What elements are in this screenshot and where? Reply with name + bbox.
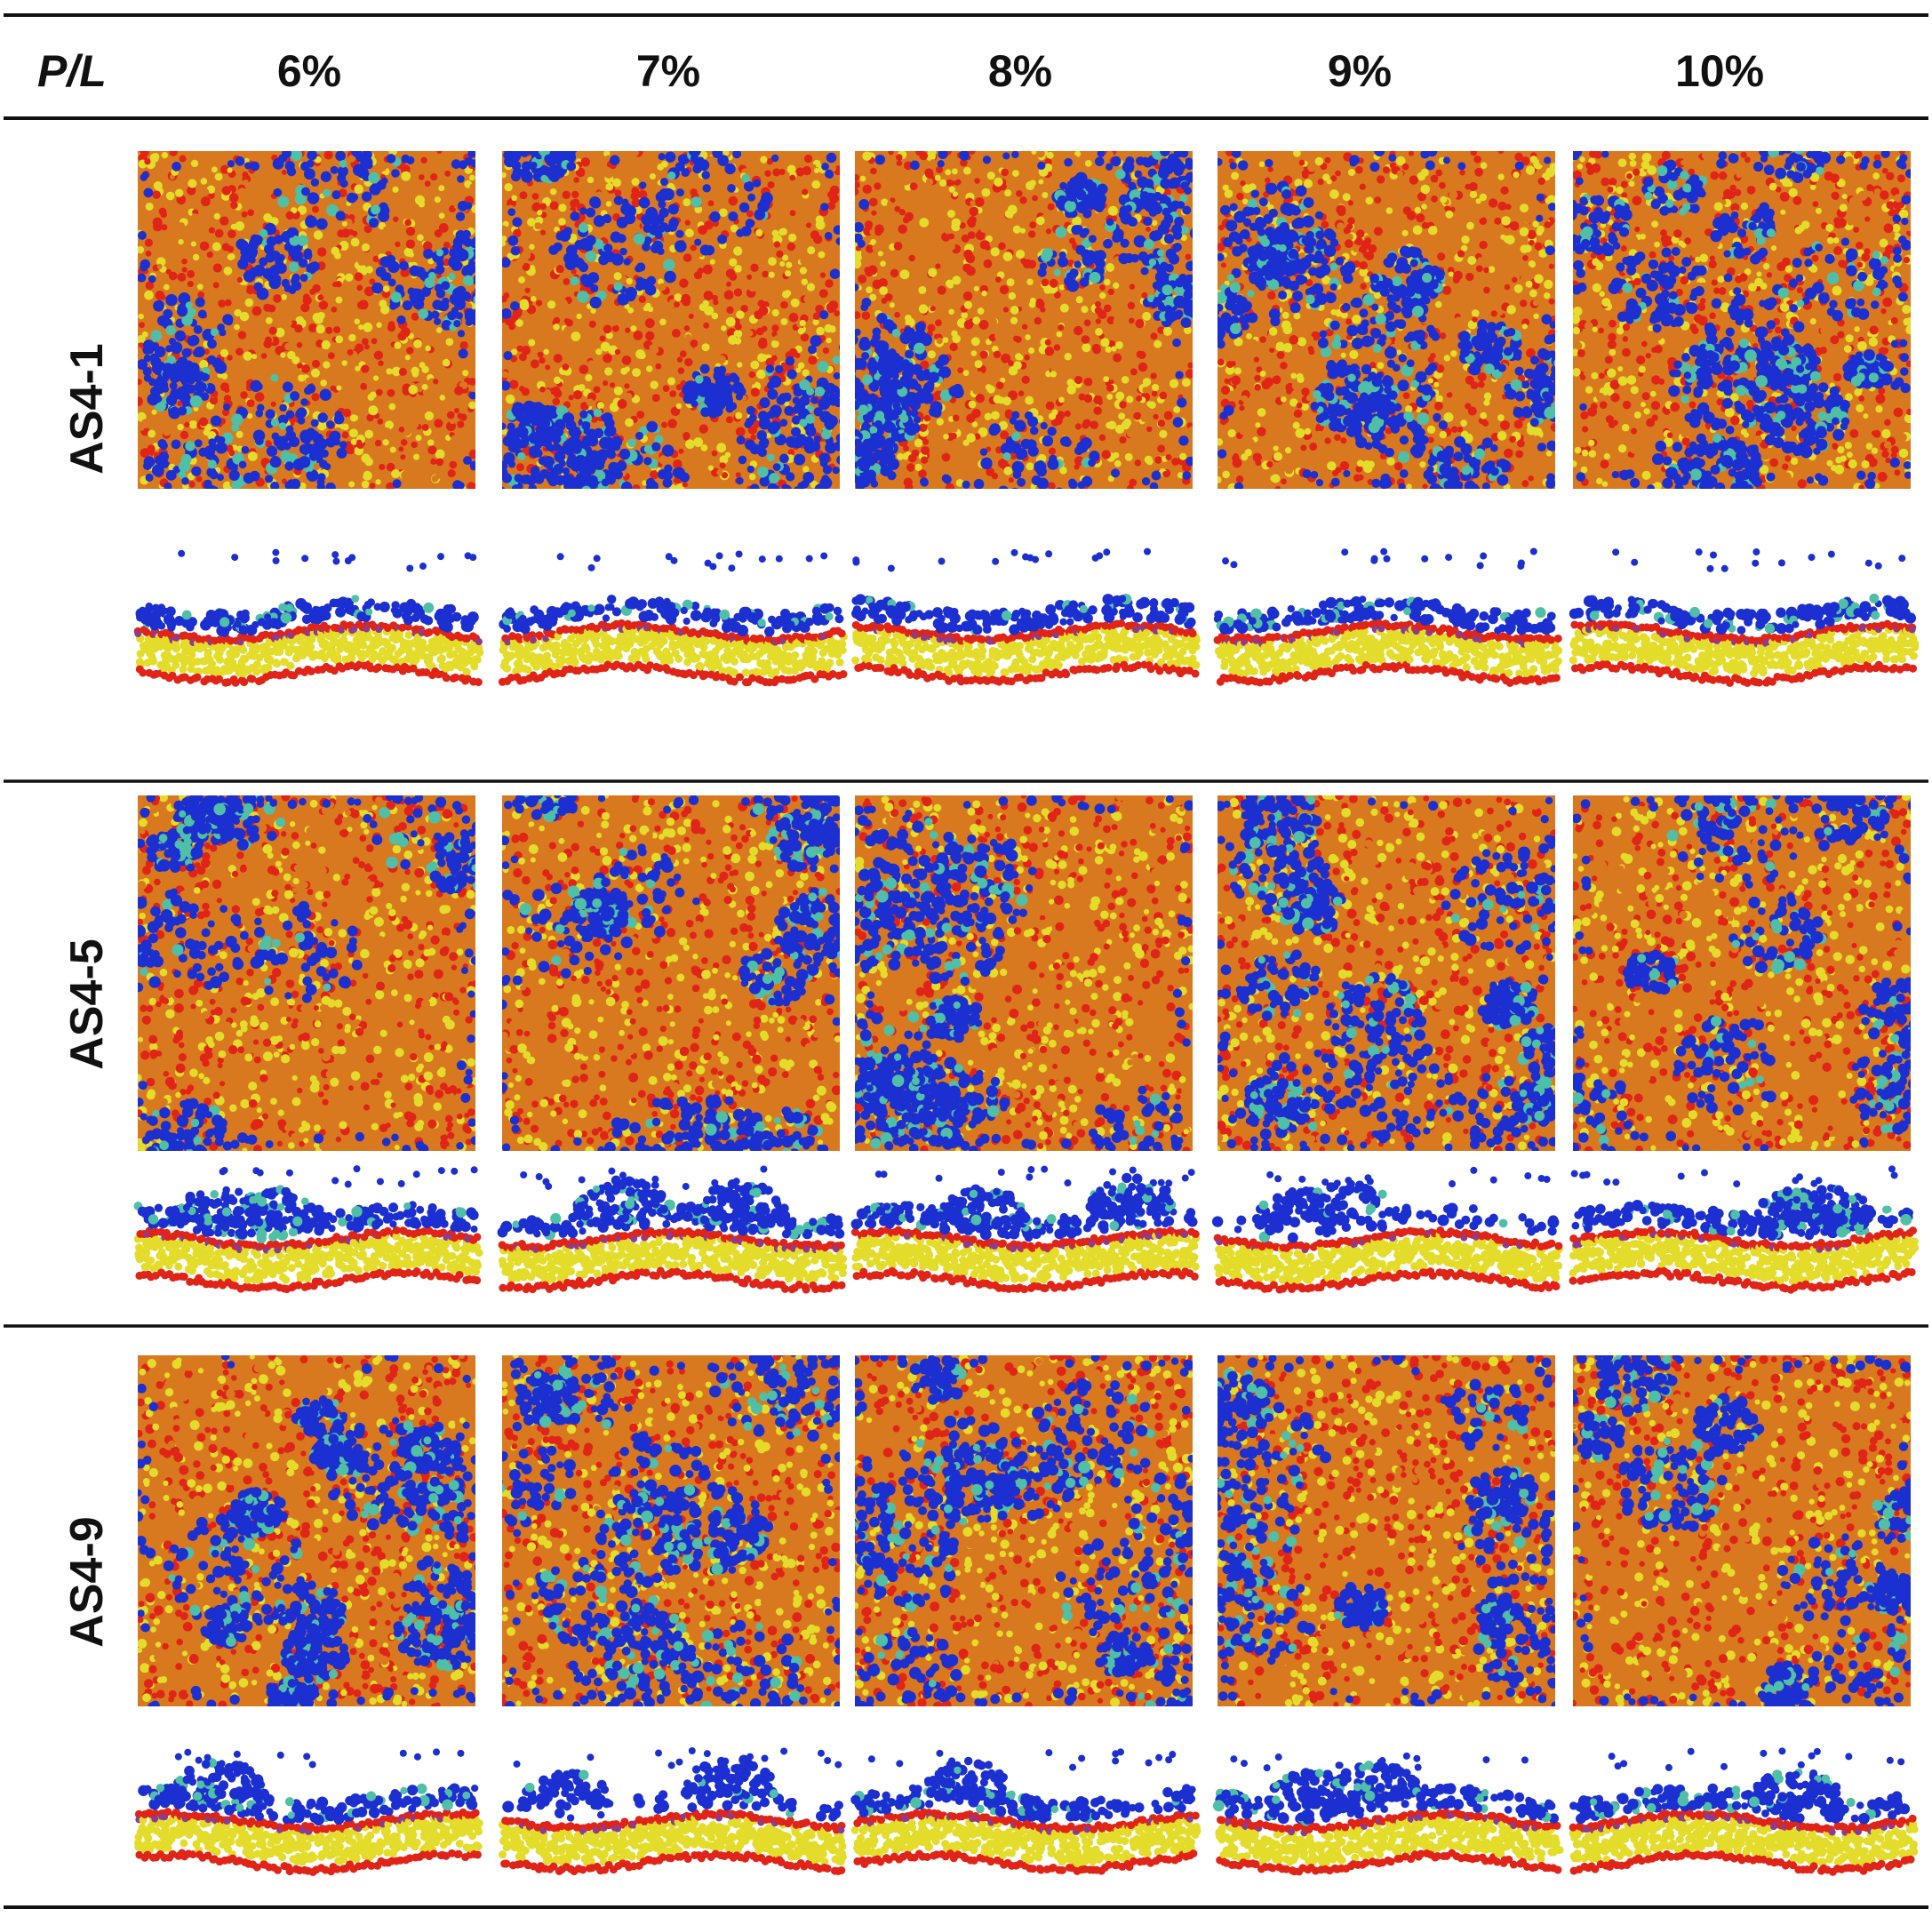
top-view-as4-1-8 bbox=[855, 151, 1193, 489]
row-label-as4-5: AS4-5 bbox=[61, 939, 113, 1069]
top-view-as4-1-9 bbox=[1217, 151, 1555, 489]
col-header-9: 9% bbox=[1328, 46, 1392, 96]
top-view-as4-5-7 bbox=[502, 795, 840, 1151]
side-view-as4-1-7 bbox=[498, 550, 848, 687]
side-view-as4-5-9 bbox=[1212, 1166, 1563, 1294]
top-view-as4-1-6 bbox=[138, 151, 475, 489]
top-view-as4-5-6 bbox=[138, 795, 475, 1151]
side-view-as4-9-6 bbox=[133, 1748, 483, 1876]
col-header-7: 7% bbox=[636, 46, 700, 96]
side-view-as4-9-7 bbox=[498, 1747, 847, 1876]
side-view-as4-9-10 bbox=[1569, 1747, 1919, 1876]
panel-grid bbox=[133, 151, 1920, 1876]
top-view-as4-9-9 bbox=[1217, 1355, 1555, 1706]
top-view-as4-1-7 bbox=[502, 151, 840, 489]
side-view-as4-5-10 bbox=[1569, 1165, 1920, 1294]
side-view-as4-9-8 bbox=[850, 1748, 1202, 1875]
side-view-as4-5-6 bbox=[133, 1165, 483, 1294]
side-view-as4-1-10 bbox=[1569, 548, 1920, 687]
side-view-as4-5-8 bbox=[850, 1165, 1201, 1294]
top-view-as4-9-8 bbox=[855, 1355, 1193, 1706]
top-view-as4-1-10 bbox=[1573, 151, 1911, 489]
side-view-as4-1-9 bbox=[1213, 547, 1563, 687]
top-view-as4-9-10 bbox=[1573, 1355, 1911, 1706]
col-header-10: 10% bbox=[1675, 46, 1764, 96]
corner-label: P/L bbox=[37, 46, 107, 96]
side-view-as4-5-7 bbox=[497, 1165, 848, 1294]
side-view-as4-1-6 bbox=[133, 548, 484, 687]
top-view-as4-5-10 bbox=[1573, 795, 1911, 1151]
row-label-as4-1: AS4-1 bbox=[61, 343, 113, 474]
top-view-as4-5-8 bbox=[855, 795, 1193, 1151]
top-view-as4-5-9 bbox=[1217, 795, 1555, 1151]
top-view-as4-9-6 bbox=[138, 1355, 475, 1706]
row-label-as4-9: AS4-9 bbox=[61, 1516, 113, 1647]
col-header-8: 8% bbox=[988, 46, 1052, 96]
top-view-as4-9-7 bbox=[502, 1355, 840, 1706]
col-header-6: 6% bbox=[277, 46, 341, 96]
side-view-as4-9-9 bbox=[1212, 1752, 1564, 1876]
side-view-as4-1-8 bbox=[851, 547, 1201, 686]
